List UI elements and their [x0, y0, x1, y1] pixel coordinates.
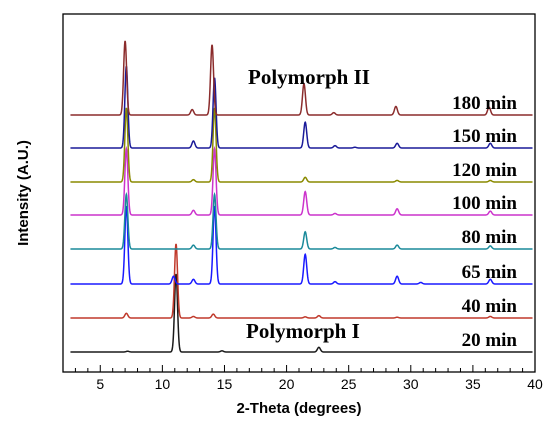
x-tick-label: 20	[279, 376, 295, 392]
series-label-65-min: 65 min	[462, 262, 518, 283]
annotation-polymorph-i: Polymorph I	[246, 319, 360, 343]
trace-80-min	[70, 192, 533, 250]
series-label-180-min: 180 min	[452, 93, 517, 114]
trace-40-min	[70, 243, 533, 319]
x-tick-label: 25	[341, 376, 357, 392]
x-tick-label: 15	[217, 376, 233, 392]
trace-150-min	[70, 65, 533, 149]
x-axis-title: 2-Theta (degrees)	[236, 400, 361, 417]
series-labels: 20 min 40 min 65 min 80 min 100 min 120 min 15…	[452, 93, 517, 351]
series-label-20-min: 20 min	[462, 330, 518, 351]
y-axis-title: Intensity (A.U.)	[15, 140, 32, 246]
trace-100-min	[70, 145, 533, 216]
trace-65-min	[70, 205, 533, 285]
series-label-100-min: 100 min	[452, 193, 517, 214]
annotation-polymorph-ii: Polymorph II	[248, 65, 370, 89]
x-tick-label: 30	[403, 376, 419, 392]
x-tick-label: 5	[96, 376, 104, 392]
trace-180-min	[70, 40, 533, 116]
series-label-80-min: 80 min	[462, 227, 518, 248]
series-label-150-min: 150 min	[452, 126, 517, 147]
x-tick-label: 40	[527, 376, 543, 392]
diffraction-traces	[70, 40, 533, 353]
series-label-40-min: 40 min	[462, 296, 518, 317]
x-tick-label: 35	[465, 376, 481, 392]
series-label-120-min: 120 min	[452, 160, 517, 181]
trace-120-min	[70, 107, 533, 183]
trace-20-min	[70, 273, 533, 353]
x-axis-ticks: 5 10 15 20 25 30 35 40	[62, 365, 543, 392]
x-tick-label: 10	[155, 376, 171, 392]
